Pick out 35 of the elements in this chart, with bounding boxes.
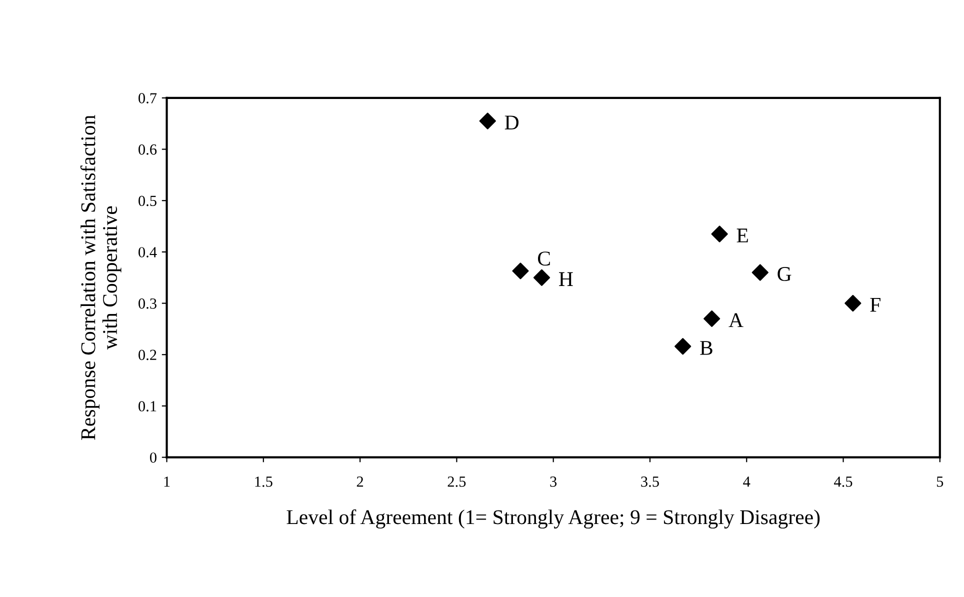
y-tick-label: 0 [150, 452, 156, 463]
annotation: C [538, 252, 550, 266]
annotation: G [778, 267, 792, 282]
point [711, 226, 728, 242]
annotation: D [504, 116, 518, 130]
y-tick-label: 0.3 [138, 298, 156, 309]
x-tick-label: 1.5 [255, 476, 272, 487]
x-axis-title: Level of Agreement (1= Strongly Agree; 9 = Strongly Disagree) [286, 509, 820, 529]
y-axis-title: Response Correlation with Satisfaction with Cooperative [80, 115, 122, 440]
point [674, 338, 692, 355]
point [512, 262, 529, 280]
point [479, 112, 496, 130]
annotation: A [728, 313, 744, 328]
point [533, 269, 550, 286]
annotation: H [559, 272, 573, 286]
y-tick-label: 0.1 [138, 401, 156, 412]
x-tick-label: 3.5 [641, 476, 659, 487]
annotation: E [736, 228, 748, 242]
x-tick-label: 3 [550, 476, 557, 487]
x-tick-label: 5 [936, 476, 944, 487]
y-tick-label: 0.4 [138, 247, 157, 258]
y-tick-label: 0.7 [138, 93, 157, 104]
point [752, 264, 768, 281]
x-tick-label: 4.5 [834, 476, 852, 487]
x-tick-label: 1 [164, 476, 170, 487]
x-tick-label: 2.5 [448, 476, 466, 487]
y-tick-label: 0.2 [138, 350, 156, 360]
point [844, 294, 862, 312]
y-tick-label: 0.5 [138, 196, 156, 206]
x-tick-label: 2 [356, 476, 364, 487]
annotation: B [700, 341, 712, 355]
x-tick-label: 4 [743, 476, 750, 487]
point [704, 310, 720, 327]
y-tick-label: 0.6 [138, 144, 157, 155]
annotation: F [870, 298, 880, 312]
